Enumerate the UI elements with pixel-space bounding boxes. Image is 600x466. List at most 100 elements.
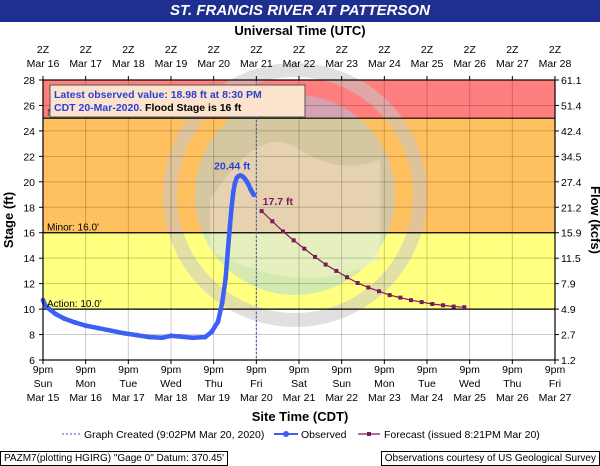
observed-point [189,335,195,341]
top-tick-date: Mar 23 [325,58,358,70]
bottom-tick-time: 9pm [246,364,267,376]
y2-tick-label: 21.2 [561,202,582,214]
bottom-tick-date: Mar 17 [112,392,145,404]
legend-graph-created: Graph Created (9:02PM Mar 20, 2020) [84,429,264,441]
observed-point [61,316,67,322]
observed-point [47,306,52,312]
bottom-tick-time: 9pm [545,364,566,376]
source-note: Observations courtesy of US Geological S… [380,451,600,466]
bottom-tick-date: Mar 24 [411,392,444,404]
threshold-action-label: Action: 10.0' [47,299,102,310]
threshold-lines [43,117,555,310]
y-tick-label: 24 [23,126,35,138]
observed-point [42,302,48,308]
y-tick-label: 16 [23,228,35,240]
legend-observed-marker [283,431,289,437]
forecast-point [281,229,285,234]
observed-point [246,182,252,188]
y-tick-label: 12 [23,279,35,291]
top-tick-date: Mar 17 [69,58,102,70]
top-tick-hour: 2Z [250,44,263,56]
bottom-tick-day: Wed [160,378,182,390]
observed-point [232,180,238,186]
latest-value-date: CDT 20-Mar-2020. [54,102,145,114]
bottom-tick-day: Mon [374,378,395,390]
top-tick-date: Mar 21 [240,58,273,70]
top-tick-date: Mar 19 [155,58,188,70]
observed-point [160,335,165,341]
bottom-tick-day: Sun [34,378,53,390]
latest-value-line-1: Latest observed value: 18.98 ft at 8:30 … [54,89,262,101]
bottom-tick-day: Wed [459,378,481,390]
flood-stage-note: Flood Stage is 16 ft [145,102,242,114]
bottom-tick-day: Thu [205,378,223,390]
observed-point [177,334,182,339]
y-tick-label: 28 [23,75,35,87]
top-tick-hour: 2Z [293,44,306,56]
top-tick-date: Mar 25 [411,58,444,70]
top-tick-hour: 2Z [37,44,50,56]
bottom-tick-day: Sun [332,378,351,390]
bottom-tick-date: Mar 21 [283,392,316,404]
bottom-tick-date: Mar 16 [69,392,102,404]
bottom-tick-time: 9pm [374,364,395,376]
bottom-tick-day: Mon [75,378,96,390]
observed-point [219,300,225,306]
axes [39,76,559,364]
bottom-tick-time: 9pm [417,364,438,376]
observed-point [121,330,127,336]
top-tick-hour: 2Z [506,44,519,56]
y-tick-label: 14 [23,253,35,265]
observed-point [215,319,221,325]
peak-label: 20.44 ft [214,160,251,172]
observed-point [225,249,231,255]
bottom-tick-time: 9pm [118,364,139,376]
forecast-point [302,246,307,251]
stage-band-2 [43,118,555,233]
observed-point [96,325,101,331]
y2-tick-label: 42.4 [561,126,582,138]
latest-value-box [49,84,306,118]
top-tick-hour: 2Z [464,44,477,56]
bottom-tick-day: Tue [418,378,436,390]
y2-axis-title: Flow (kcfs) [588,186,600,254]
observed-point [209,329,214,335]
y2-tick-label: 15.9 [561,228,582,240]
forecast-point [366,285,371,290]
y2-tick-label: 2.7 [561,330,576,342]
bottom-tick-day: Thu [503,378,521,390]
y-tick-label: 10 [23,304,35,316]
observed-point [230,189,236,195]
y2-tick-label: 27.4 [561,177,582,189]
top-tick-hour: 2Z [421,44,434,56]
top-tick-date: Mar 16 [27,58,60,70]
forecast-start-label: 17.7 ft [263,196,294,208]
bottom-axis-title: Site Time (CDT) [252,409,349,424]
observed-point [202,334,208,340]
forecast-point [387,293,392,298]
noaa-seal-ring [163,63,427,327]
forecast-point [398,295,403,300]
y-tick-label: 18 [23,202,35,214]
latest-value-line-2: CDT 20-Mar-2020. Flood Stage is 16 ft [54,102,242,114]
observed-point [108,328,114,334]
observed-point [53,311,59,317]
bottom-tick-time: 9pm [459,364,480,376]
top-tick-hour: 2Z [549,44,562,56]
noaa-seal-disc [195,95,395,295]
observed-point [83,323,89,329]
y2-tick-label: 51.4 [561,100,582,112]
top-tick-date: Mar 18 [112,58,145,70]
top-tick-hour: 2Z [378,44,391,56]
bottom-tick-time: 9pm [502,364,523,376]
bottom-tick-time: 9pm [289,364,310,376]
bottom-tick-date: Mar 23 [368,392,401,404]
bottom-tick-time: 9pm [161,364,182,376]
observed-point [251,192,257,198]
y2-tick-label: 11.5 [561,253,581,265]
series-layer [40,80,467,360]
chart-labels: Action: 10.0'Minor: 16.0'Moderate: 25.0'… [1,23,600,424]
y2-tick-label: 4.9 [561,304,576,316]
y-tick-label: 22 [23,151,35,163]
